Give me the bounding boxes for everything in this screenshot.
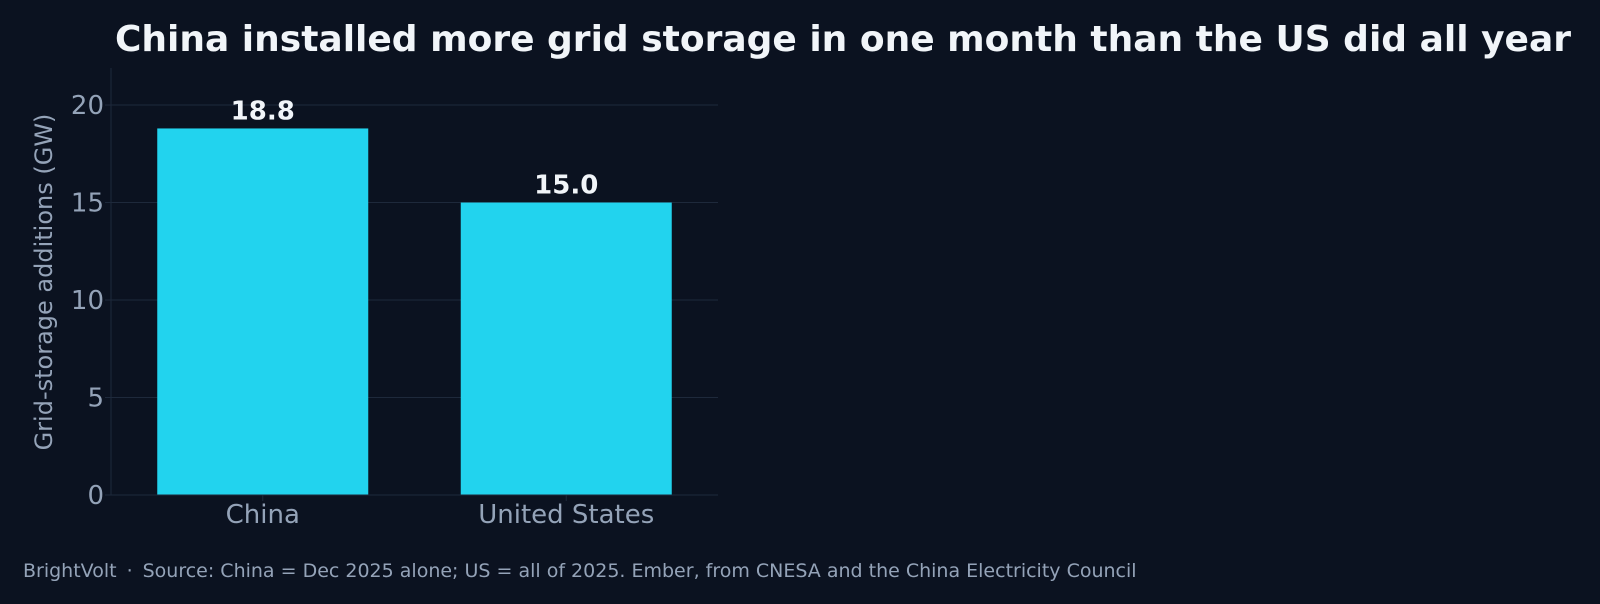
footer-source: BrightVolt · Source: China = Dec 2025 alon… — [23, 560, 1137, 582]
footer-brand: BrightVolt — [23, 560, 117, 582]
bar-united-states — [460, 202, 672, 495]
y-tick-label: 5 — [87, 384, 104, 414]
footer-separator: · — [126, 560, 133, 582]
y-tick-label: 0 — [87, 481, 104, 511]
chart-title: China installed more grid storage in one… — [115, 19, 1571, 60]
data-label: 18.8 — [231, 96, 295, 126]
y-tick-label: 20 — [71, 91, 104, 121]
footer-source-text: Source: China = Dec 2025 alone; US = all… — [142, 560, 1137, 582]
axes: 0 5 10 15 20 China United States — [71, 68, 718, 530]
y-tick-label: 15 — [71, 189, 104, 219]
bars: 18.8 15.0 — [157, 96, 672, 495]
y-tick-label: 10 — [71, 286, 104, 316]
x-tick-label: China — [226, 500, 300, 530]
data-label: 15.0 — [534, 171, 598, 201]
x-tick-label: United States — [478, 500, 654, 530]
bar-china — [157, 128, 369, 495]
y-axis-label: Grid-storage additions (GW) — [30, 114, 58, 451]
